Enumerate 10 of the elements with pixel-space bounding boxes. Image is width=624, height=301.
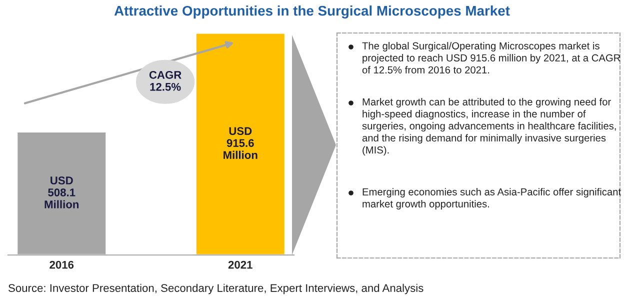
text: Market growth can be attributed to the growing need for high-speed diagnostics, increase in the number of surgeries, ongoing advancements in healthcare facilities, and the rising demand for minimally invasive surgeries (MIS). [362, 98, 616, 156]
chart-title: Attractive Opportunities in the Surgical Microscopes Market [114, 5, 510, 19]
data-label: USD 508.1 Million [44, 176, 79, 208]
text: Emerging economies such as Asia-Pacific offer significant market growth opportunities. [362, 188, 621, 210]
x-tick-label: 2016 [50, 260, 74, 269]
source-note: Source: Investor Presentation, Secondary Literature, Expert Interviews, and Analysis [8, 284, 424, 294]
data-label: USD 915.6 Million [224, 127, 258, 159]
text: The global Surgical/Operating Microscopes market is projected to reach USD 915.6 million by 2021, at a CAGR of 12.5% from 2016 to 2021. [362, 42, 620, 74]
annotation: CAGR 12.5% [149, 70, 182, 91]
x-tick-label: 2021 [228, 260, 252, 269]
